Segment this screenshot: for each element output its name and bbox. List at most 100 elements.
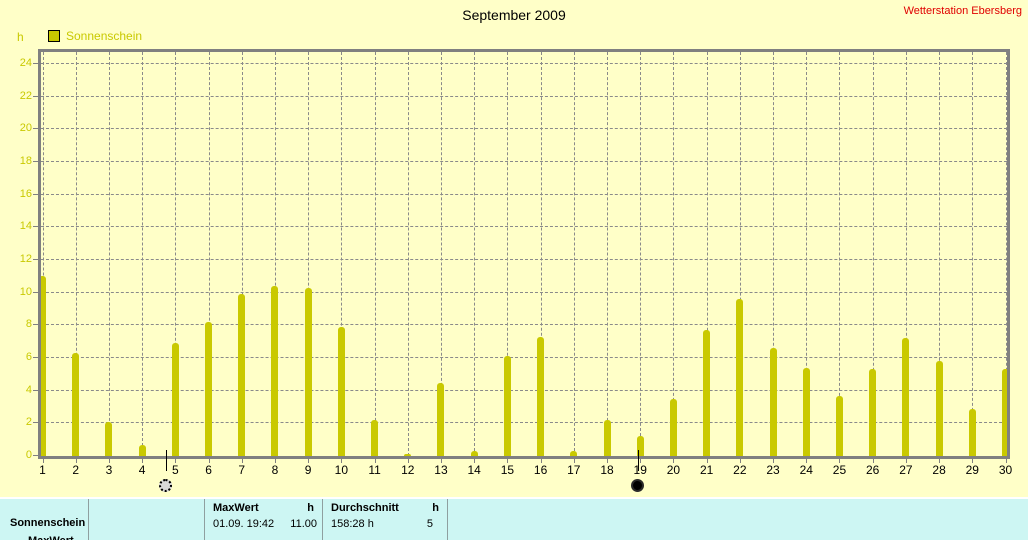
y-tick-mark bbox=[33, 226, 38, 228]
x-tick-label: 28 bbox=[932, 463, 946, 477]
gridline-vertical bbox=[241, 52, 243, 456]
x-tick-mark bbox=[706, 459, 708, 463]
y-tick-mark bbox=[33, 357, 38, 358]
x-tick-mark bbox=[142, 459, 144, 463]
x-tick-label: 30 bbox=[998, 463, 1013, 477]
legend-label: Sonnenschein bbox=[66, 29, 143, 43]
x-tick-label: 9 bbox=[304, 463, 312, 477]
bar-day-22 bbox=[736, 299, 744, 456]
full-moon-icon bbox=[159, 479, 173, 492]
x-tick-mark bbox=[108, 459, 110, 463]
gridline-vertical bbox=[872, 52, 874, 456]
new-moon-tick-mark bbox=[637, 450, 639, 471]
x-tick-mark bbox=[773, 459, 775, 463]
bar-day-11 bbox=[371, 420, 379, 456]
durchschnitt-header-cell: Durchschnitt h bbox=[331, 501, 439, 515]
x-tick-mark bbox=[939, 459, 941, 463]
bar-day-12 bbox=[404, 454, 412, 456]
x-tick-label: 26 bbox=[865, 463, 880, 477]
new-moon-icon bbox=[631, 479, 645, 492]
x-tick-label: 17 bbox=[567, 463, 581, 477]
x-tick-mark bbox=[806, 459, 808, 463]
x-tick-mark bbox=[341, 459, 343, 463]
x-tick-label: 22 bbox=[733, 463, 747, 477]
x-tick-label: 29 bbox=[965, 463, 979, 477]
x-tick-label: 1 bbox=[39, 463, 46, 477]
x-tick-label: 11 bbox=[368, 463, 381, 477]
x-tick-mark bbox=[739, 459, 741, 463]
bar-day-9 bbox=[304, 287, 312, 456]
gridline-vertical bbox=[407, 52, 409, 456]
gridline-vertical bbox=[706, 52, 708, 456]
x-tick-label: 8 bbox=[271, 463, 279, 477]
x-tick-mark bbox=[507, 459, 509, 463]
y-tick-mark bbox=[33, 128, 38, 130]
x-tick-mark bbox=[474, 459, 476, 463]
gridline-vertical bbox=[42, 52, 44, 456]
bar-day-8 bbox=[271, 286, 279, 456]
bar-day-1 bbox=[41, 276, 46, 456]
gridline-vertical bbox=[839, 52, 841, 456]
gridline-vertical bbox=[905, 52, 907, 456]
bar-day-5 bbox=[171, 343, 179, 456]
x-tick-label: 13 bbox=[434, 463, 448, 477]
gridline-vertical bbox=[274, 52, 276, 456]
x-tick-label: 10 bbox=[334, 463, 349, 477]
x-tick-label: 12 bbox=[401, 463, 415, 477]
page-title: September 2009 bbox=[462, 7, 566, 23]
y-tick-mark bbox=[33, 291, 38, 293]
x-tick-label: 19 bbox=[633, 463, 647, 477]
bar-day-17 bbox=[570, 451, 578, 456]
x-tick-mark bbox=[1005, 459, 1007, 463]
x-tick-label: 3 bbox=[105, 463, 113, 477]
y-tick-label: 4 bbox=[25, 383, 32, 396]
gridline-horizontal bbox=[41, 193, 1007, 195]
bar-day-29 bbox=[968, 408, 976, 456]
durchschnitt-value-cell: 158:28 h 5 bbox=[331, 517, 433, 531]
gridline-vertical bbox=[374, 52, 376, 456]
x-tick-mark bbox=[208, 459, 210, 463]
gridline-vertical bbox=[540, 52, 542, 456]
gridline-horizontal bbox=[41, 63, 1007, 64]
y-tick-mark bbox=[33, 389, 38, 391]
gridline-horizontal bbox=[41, 389, 1007, 391]
maxwert-value: 11.00 bbox=[290, 518, 317, 530]
chart-plot-inner bbox=[41, 52, 1007, 456]
y-tick-label: 20 bbox=[19, 122, 32, 135]
y-tick-label: 24 bbox=[19, 57, 32, 69]
maxwert-datetime: 01.09. 19:42 bbox=[213, 518, 275, 530]
bar-day-2 bbox=[72, 353, 80, 456]
x-tick-mark bbox=[274, 459, 276, 463]
x-tick-mark bbox=[440, 459, 442, 463]
gridline-vertical bbox=[142, 52, 144, 456]
x-tick-label: 7 bbox=[238, 463, 246, 477]
sensor-name: Sonnenschein bbox=[10, 517, 86, 529]
x-tick-mark bbox=[872, 459, 874, 463]
bar-day-30 bbox=[1002, 369, 1007, 456]
bar-day-26 bbox=[869, 369, 877, 456]
gridline-vertical bbox=[673, 52, 675, 456]
summary-panel: MaxWert h Durchschnitt h Sonnenschein 01… bbox=[0, 497, 1028, 540]
bar-day-4 bbox=[138, 444, 146, 456]
bar-day-7 bbox=[238, 294, 246, 456]
bar-day-27 bbox=[902, 338, 910, 456]
gridline-vertical bbox=[972, 52, 974, 456]
x-tick-label: 5 bbox=[171, 463, 179, 477]
y-tick-mark bbox=[33, 422, 38, 424]
y-tick-mark bbox=[33, 161, 38, 162]
panel-divider bbox=[447, 499, 448, 540]
gridline-vertical bbox=[640, 52, 642, 456]
panel-divider bbox=[322, 499, 323, 540]
y-tick-mark bbox=[33, 63, 38, 64]
bar-day-13 bbox=[437, 382, 445, 456]
gridline-horizontal bbox=[41, 357, 1007, 358]
y-tick-mark bbox=[33, 324, 38, 326]
y-tick-label: 0 bbox=[25, 449, 32, 461]
bar-day-14 bbox=[470, 451, 478, 456]
legend: Sonnenschein bbox=[48, 29, 142, 43]
gridline-vertical bbox=[773, 52, 775, 456]
panel-divider bbox=[204, 499, 205, 540]
chart-plot-area bbox=[38, 49, 1010, 459]
bar-day-16 bbox=[537, 336, 545, 456]
